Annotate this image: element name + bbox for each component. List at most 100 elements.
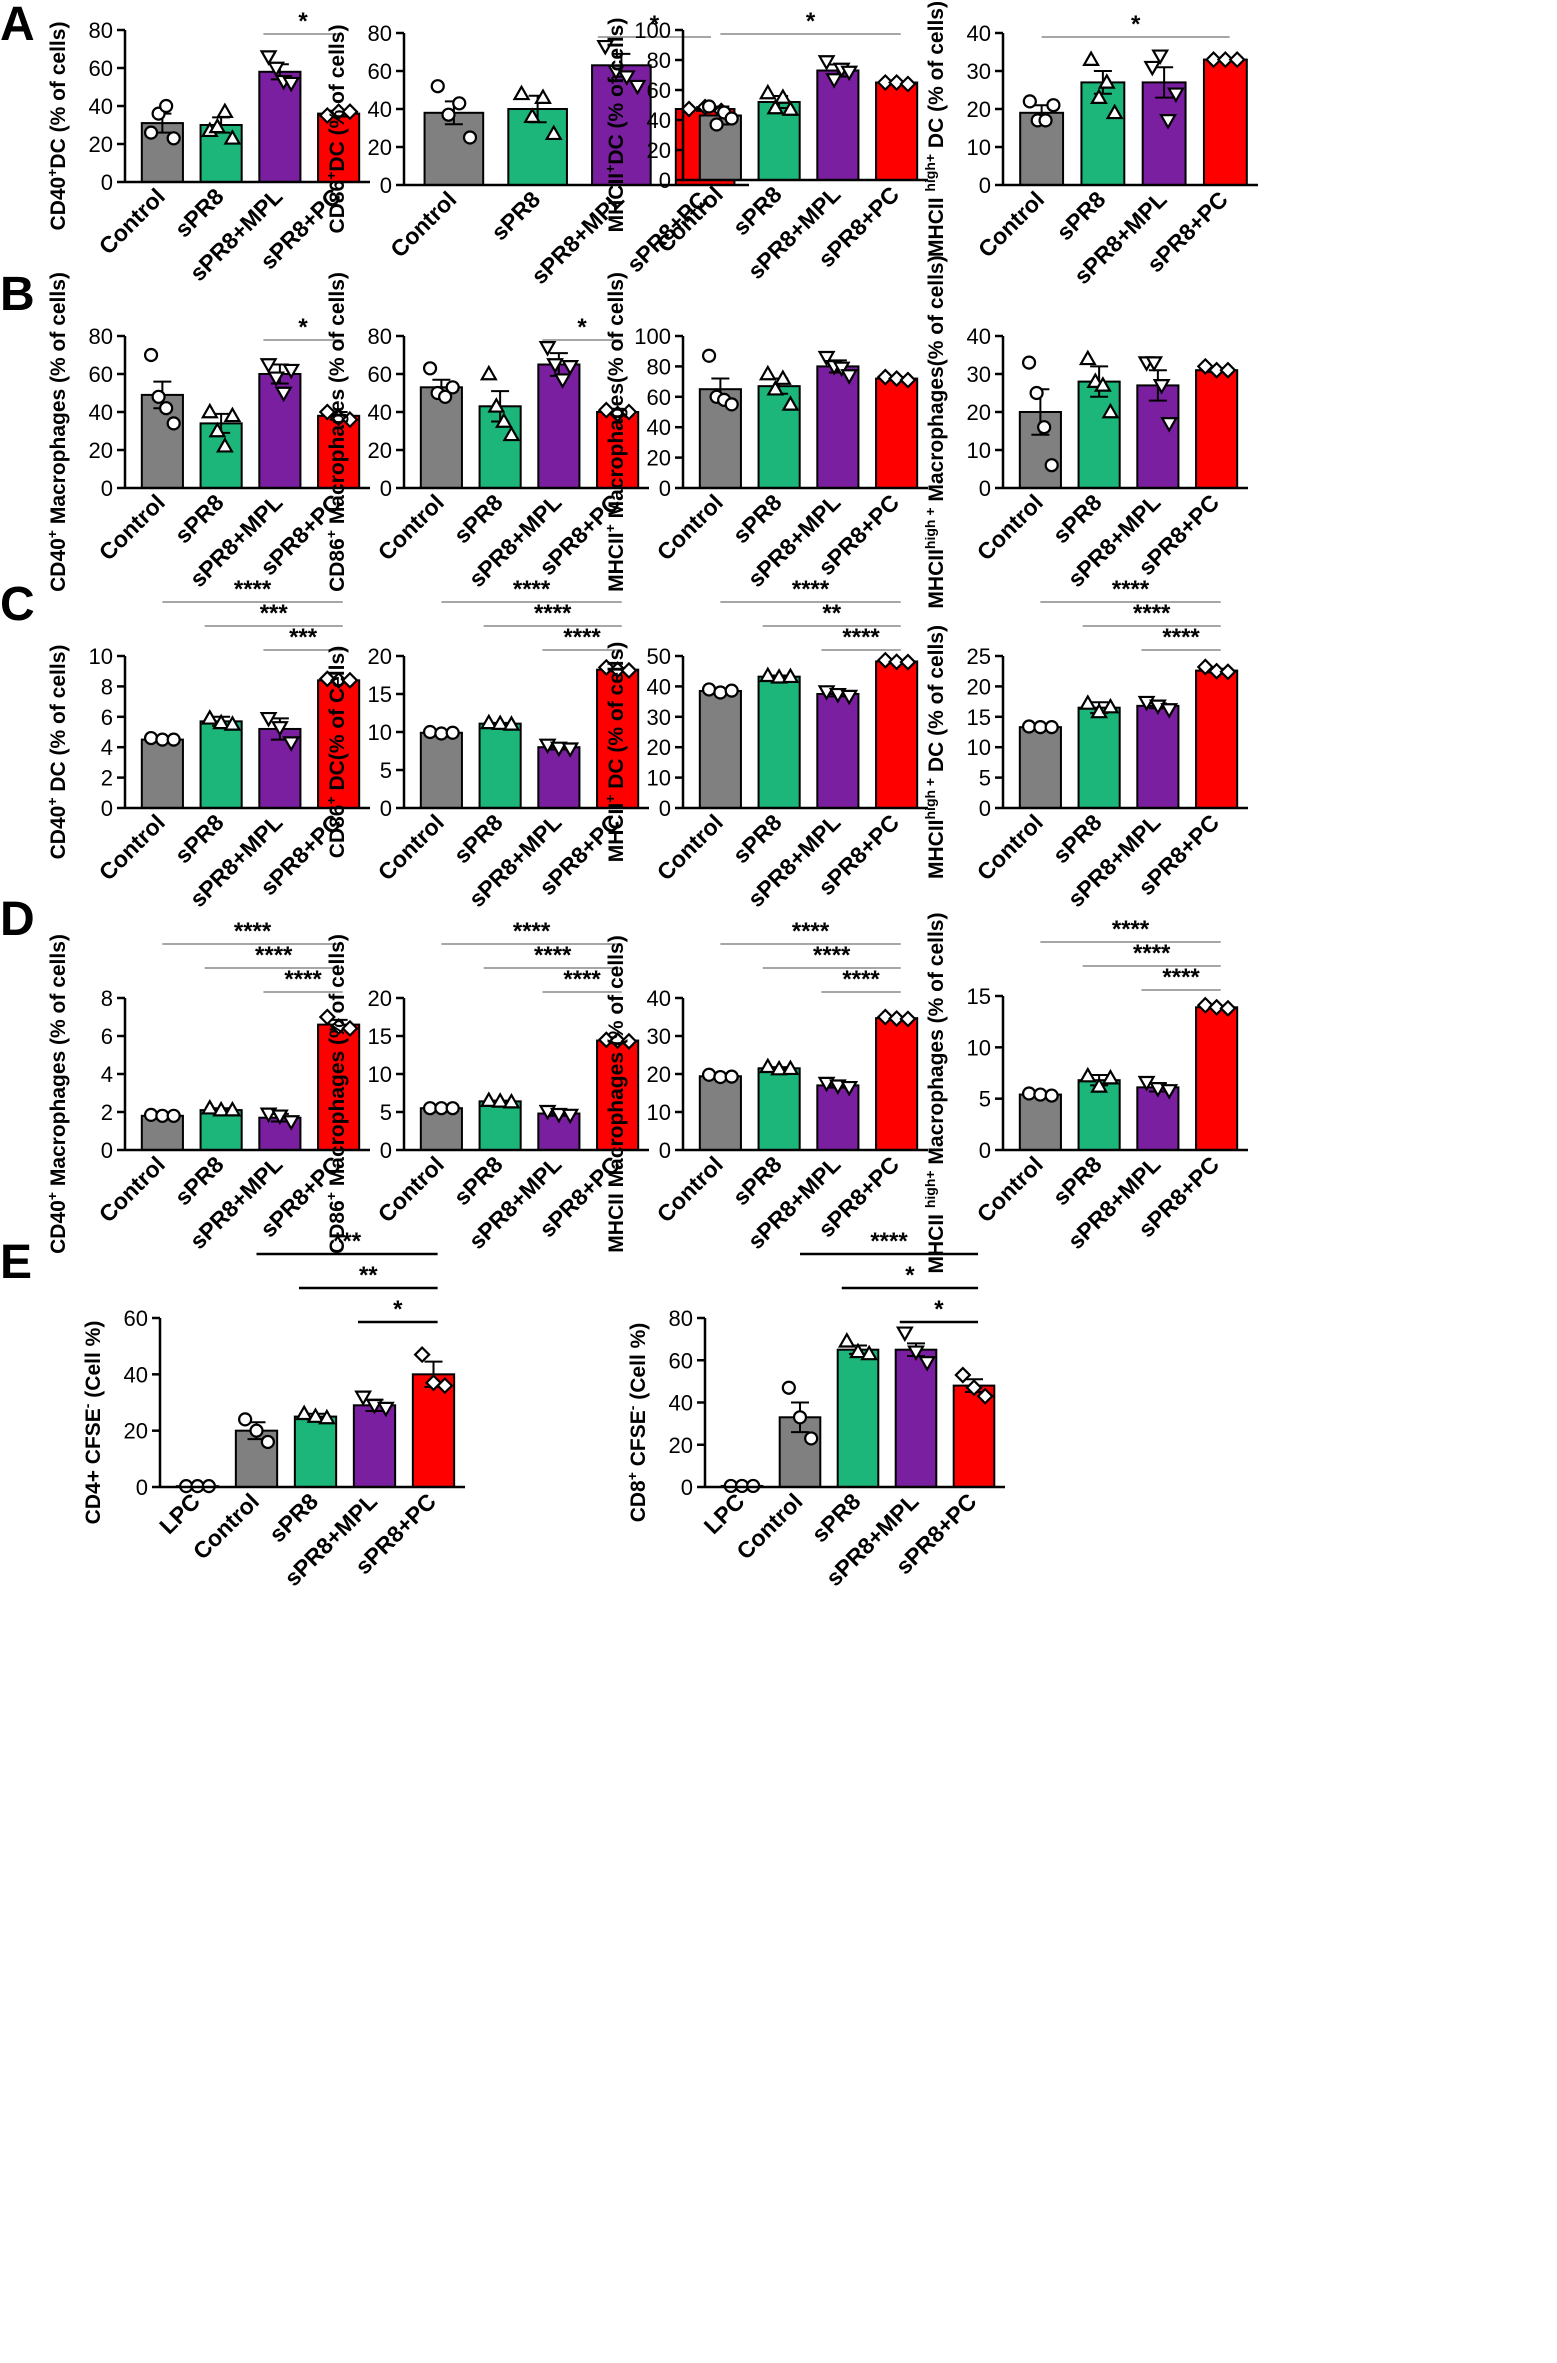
significance-label: **** [534,942,572,969]
y-axis-label: CD8+ CFSE- (Cell %) [624,1323,650,1523]
y-label-text: CD40 [47,806,70,860]
data-point [876,651,894,669]
significance-label: **** [792,918,830,945]
data-point [422,724,438,740]
y-tick-label: 20 [647,735,671,760]
y-tick-label: 10 [967,735,991,760]
data-point [1151,49,1170,66]
y-tick-label: 10 [647,1100,671,1125]
y-tick-label: 0 [979,476,991,501]
significance-label: **** [1112,576,1150,603]
data-point [553,373,572,389]
data-point [899,653,917,671]
data-point [1216,51,1234,69]
data-point [422,1101,438,1116]
data-point [1097,73,1116,89]
significance-label: *** [260,600,289,627]
y-tick-label: 5 [380,1100,392,1125]
data-point [159,401,174,416]
y-tick-label: 0 [136,1475,148,1500]
y-tick-label: 40 [669,1391,693,1416]
y-axis-label: CD40+ Macrophages (% of cells) [44,934,70,1254]
data-point [143,347,159,363]
y-tick-label: 0 [380,476,392,501]
y-tick-label: 80 [647,48,671,73]
y-label-text: MHCII [925,819,948,879]
y-label-text: MHCII Macrophages (% of cells) [605,935,628,1252]
bar-spr8 [1077,706,1121,809]
y-tick-label: 15 [967,984,991,1009]
y-tick-label: 0 [979,173,991,198]
data-point [701,348,717,363]
data-point [899,1010,917,1028]
bar-spr8-mpl [816,69,860,181]
panel-label-b: B [0,268,35,321]
bar-spr8-pc [1195,369,1239,490]
data-point [330,409,348,427]
data-point [1044,458,1059,473]
data-point [1029,385,1044,401]
significance-label: **** [563,966,601,993]
data-point [1090,1077,1109,1093]
significance-label: **** [1133,600,1171,627]
data-point [1196,658,1214,676]
data-point [620,1032,638,1050]
y-tick-label: 20 [368,644,392,669]
y-label-text: (Cell %) [82,1321,105,1404]
data-point [1044,1088,1059,1103]
data-point [502,1092,521,1109]
data-point [1196,996,1214,1014]
y-tick-label: 0 [101,796,113,821]
significance-label: *** [289,624,318,651]
data-point [899,371,917,389]
bar-spr8 [199,720,243,809]
data-point [876,368,894,386]
y-tick-label: 40 [967,324,991,349]
data-point [200,1098,219,1115]
data-point [766,379,785,396]
y-tick-label: 0 [380,173,392,198]
data-point [1219,361,1237,379]
y-axis-label: MHCII Macrophages (% of cells) [605,935,628,1252]
category-label: LPC [154,1488,205,1539]
data-point [561,360,580,376]
data-point [1145,356,1164,372]
data-point [452,96,467,111]
y-label-text: DC (% of cells) [326,25,349,172]
data-point [758,364,777,381]
data-point [888,653,906,671]
y-label-text: DC (% of cells) [925,1,948,154]
data-point [825,73,844,89]
bar-spr8-mpl [537,363,581,489]
data-point [1152,379,1171,395]
y-axis-label: CD4+ CFSE- (Cell %) [79,1321,105,1525]
y-axis-label: CD86+ DC(% of Cells) [323,646,349,858]
bar-spr8-pc [875,1017,919,1152]
y-tick-label: 60 [669,1348,693,1373]
data-point [724,397,739,412]
data-point [306,1407,325,1423]
data-point [724,683,739,698]
data-point [502,715,521,731]
bar-spr8-pc [1195,669,1239,809]
bar-control [419,386,463,489]
y-label-text: CD40 [47,1200,70,1254]
data-point [597,658,615,676]
data-point [1148,1082,1167,1098]
data-point [330,671,348,689]
data-point [965,1379,983,1397]
significance-label: * [298,8,308,35]
bar-control [419,731,463,810]
significance-label: * [1131,11,1141,38]
bar-spr8-pc [317,1023,361,1151]
y-label-text: Macrophages (% of cells) [925,913,948,1171]
data-point [445,725,460,740]
data-point [1033,1087,1048,1102]
category-label: Control [385,186,461,262]
bar-spr8 [478,405,522,489]
data-point [317,1408,336,1425]
